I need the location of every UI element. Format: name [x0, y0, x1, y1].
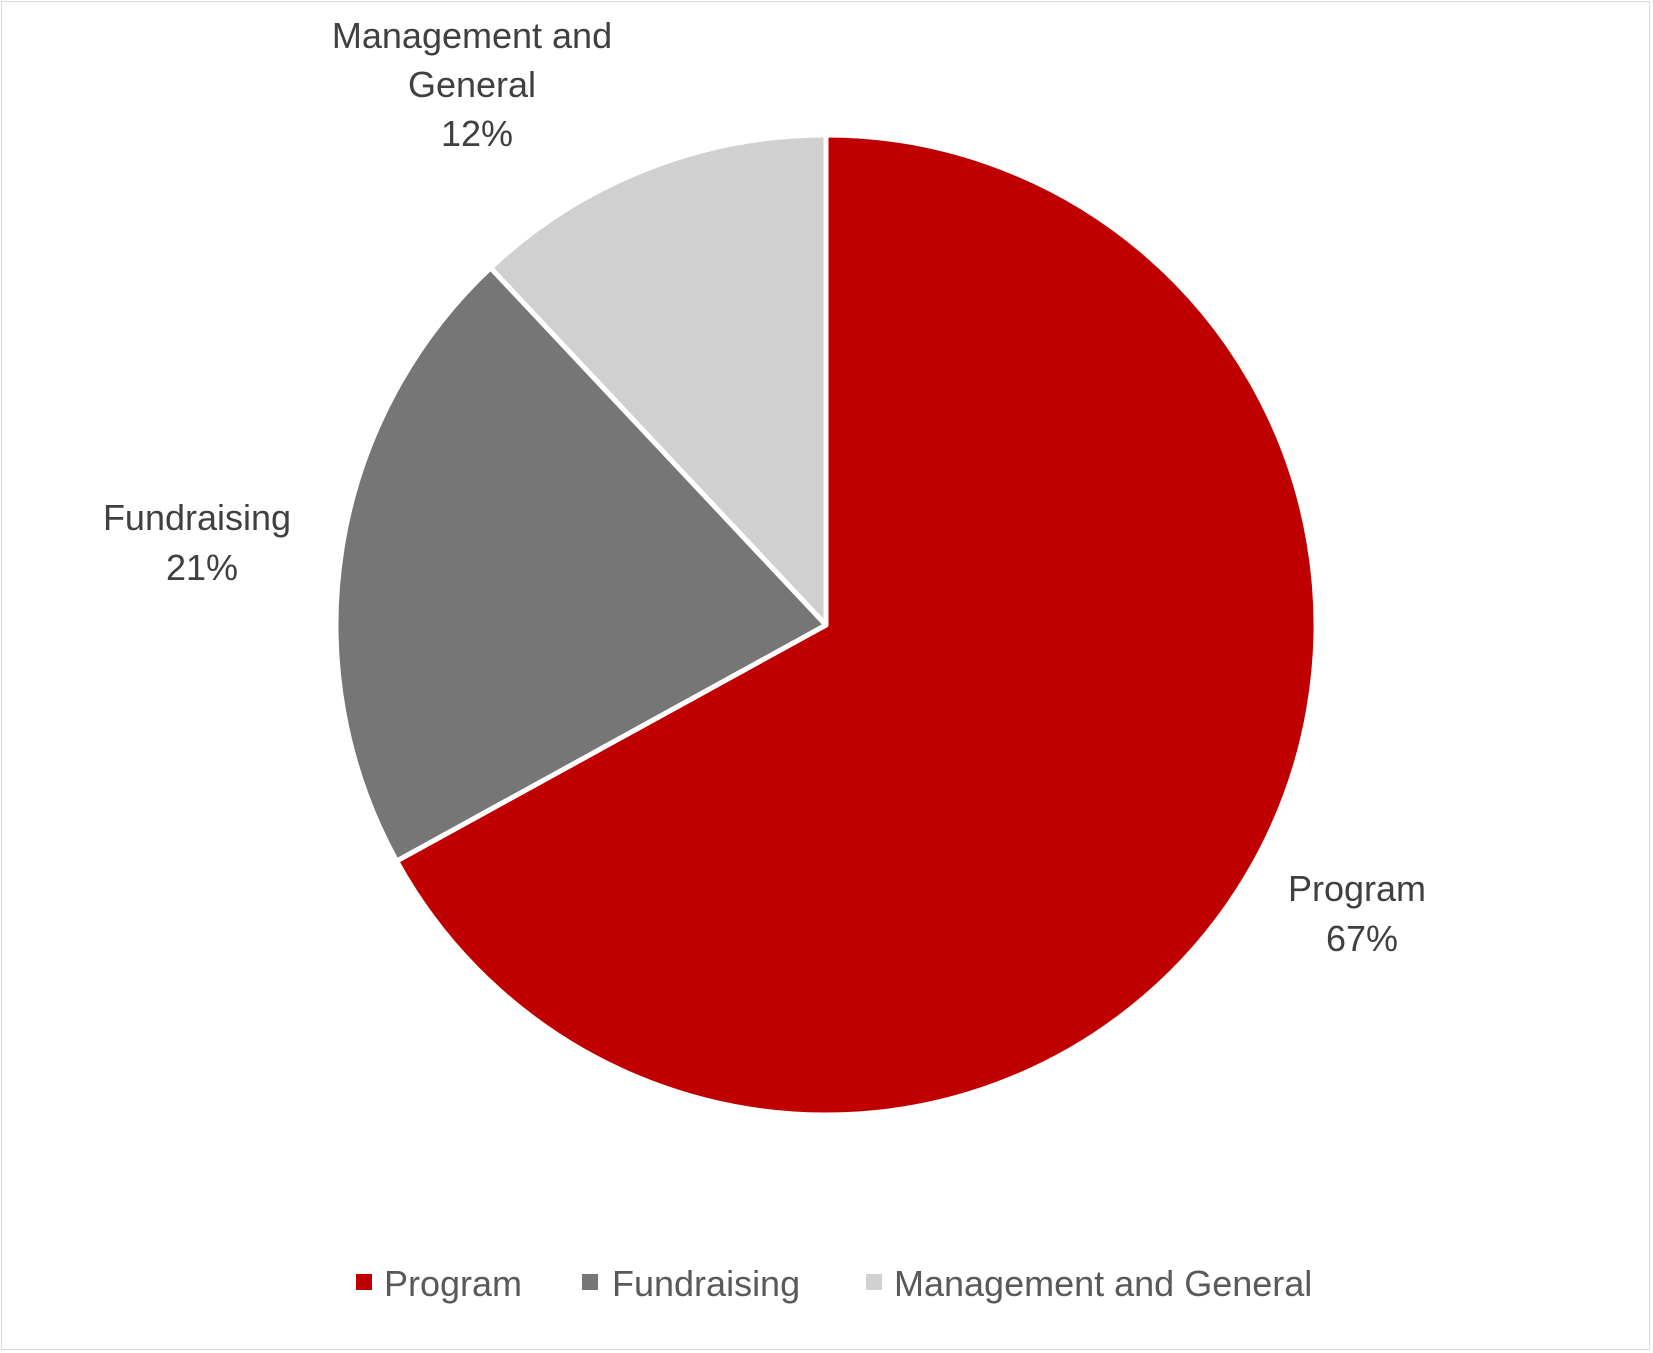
pie-slice-program	[394, 132, 1319, 1118]
data-label-fundraising: Fundraising 21%	[103, 497, 301, 588]
legend-label-management: Management and General	[894, 1263, 1312, 1304]
pie-slice-fundraising	[333, 265, 829, 864]
legend: Program Fundraising Management and Gener…	[356, 1263, 1312, 1304]
legend-swatch-management	[866, 1274, 882, 1290]
legend-label-program: Program	[384, 1263, 522, 1304]
data-label-program-name: Program	[1288, 868, 1426, 909]
data-label-fundraising-value: 21%	[166, 547, 238, 588]
data-label-program-value: 67%	[1326, 918, 1398, 959]
data-label-program: Program 67%	[1288, 868, 1436, 959]
data-label-management: Management and General 12%	[332, 15, 622, 154]
legend-swatch-program	[356, 1274, 372, 1290]
pie-slices	[333, 132, 1319, 1118]
data-label-management-name-line2: General	[408, 64, 536, 105]
data-label-management-name-line1: Management and	[332, 15, 612, 56]
legend-swatch-fundraising	[582, 1274, 598, 1290]
data-label-management-value: 12%	[441, 113, 513, 154]
pie-slice-management	[488, 132, 829, 628]
data-labels: Program 67% Fundraising 21% Management a…	[103, 15, 1436, 959]
data-label-fundraising-name: Fundraising	[103, 497, 291, 538]
legend-label-fundraising: Fundraising	[612, 1263, 800, 1304]
